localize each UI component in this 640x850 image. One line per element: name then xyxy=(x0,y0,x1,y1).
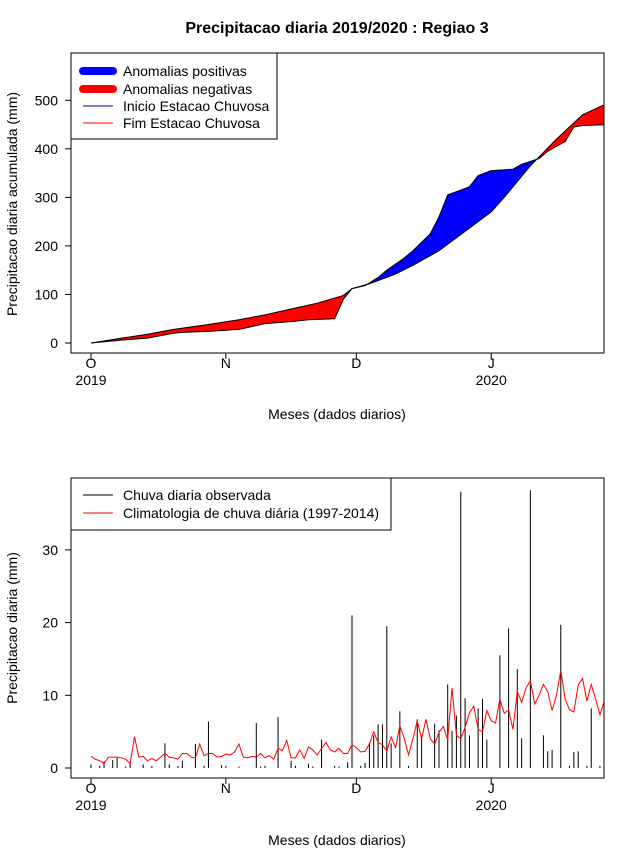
daily-x-tick-label-j: J xyxy=(488,780,495,796)
legend-label-chuva-observada: Chuva diaria observada xyxy=(123,487,271,503)
daily-x-tick-label-n: N xyxy=(221,780,231,796)
observed-cumulative-line xyxy=(90,124,604,344)
cumulative-legend: Anomalias positivas Anomalias negativas … xyxy=(70,52,278,140)
cumulative-x-axis-label: Meses (dados diarios) xyxy=(268,406,406,422)
legend-label-anomalias-negativas: Anomalias negativas xyxy=(123,81,252,97)
legend-label-anomalias-positivas: Anomalias positivas xyxy=(123,63,247,79)
negative-anomaly-area-1 xyxy=(91,288,352,343)
daily-data-layer xyxy=(90,490,604,768)
daily-y-tick-label-0: 0 xyxy=(50,760,58,776)
cumulative-x-tick-label-d: D xyxy=(351,355,361,371)
positive-anomaly-area-4 xyxy=(365,159,537,286)
climatology-daily-line xyxy=(90,670,604,765)
legend-label-fim-estacao: Fim Estacao Chuvosa xyxy=(123,115,260,131)
daily-y-axis-label: Precipitacao diaria (mm) xyxy=(4,552,20,704)
cumulative-y-tick-label-500: 500 xyxy=(35,92,59,108)
daily-legend: Chuva diaria observada Climatologia de c… xyxy=(70,477,392,531)
daily-x-axis-label: Meses (dados diarios) xyxy=(268,832,406,848)
cumulative-y-tick-label-300: 300 xyxy=(35,189,59,205)
cumulative-panel: Precipitacao diaria 2019/2020 : Regiao 3… xyxy=(4,20,605,422)
daily-observed-bars xyxy=(90,490,604,768)
daily-x-tick-label-d: D xyxy=(351,780,361,796)
cumulative-x-tick-label-n: N xyxy=(221,355,231,371)
cumulative-y-axis: 0 100 200 300 400 500 xyxy=(35,92,71,351)
cumulative-chart-title: Precipitacao diaria 2019/2020 : Regiao 3 xyxy=(185,20,488,37)
daily-x-year-label-2020: 2020 xyxy=(476,797,507,813)
daily-y-tick-label-20: 20 xyxy=(42,615,58,631)
negative-anomaly-area-5 xyxy=(534,104,604,162)
cumulative-y-tick-label-200: 200 xyxy=(35,238,59,254)
daily-y-axis: 0 10 20 30 xyxy=(42,542,71,776)
daily-y-tick-label-10: 10 xyxy=(42,687,58,703)
cumulative-x-tick-label-o: O xyxy=(86,355,97,371)
cumulative-plot-frame xyxy=(70,52,605,354)
daily-y-tick-label-30: 30 xyxy=(42,542,58,558)
cumulative-x-year-label-2019: 2019 xyxy=(75,372,106,388)
cumulative-y-axis-label: Precipitacao diaria acumulada (mm) xyxy=(4,92,20,316)
cumulative-y-tick-label-100: 100 xyxy=(35,286,59,302)
cumulative-x-year-label-2020: 2020 xyxy=(476,372,507,388)
climatology-cumulative-line xyxy=(90,104,604,344)
anomaly-area-layer xyxy=(90,104,604,344)
daily-legend-box xyxy=(70,477,392,531)
legend-label-inicio-estacao: Inicio Estacao Chuvosa xyxy=(123,98,270,114)
cumulative-y-tick-label-400: 400 xyxy=(35,141,59,157)
daily-x-year-label-2019: 2019 xyxy=(75,797,106,813)
cumulative-y-tick-label-0: 0 xyxy=(50,335,58,351)
daily-x-tick-label-o: O xyxy=(86,780,97,796)
cumulative-x-tick-label-j: J xyxy=(488,355,495,371)
legend-label-climatologia: Climatologia de chuva diária (1997-2014) xyxy=(123,505,379,521)
